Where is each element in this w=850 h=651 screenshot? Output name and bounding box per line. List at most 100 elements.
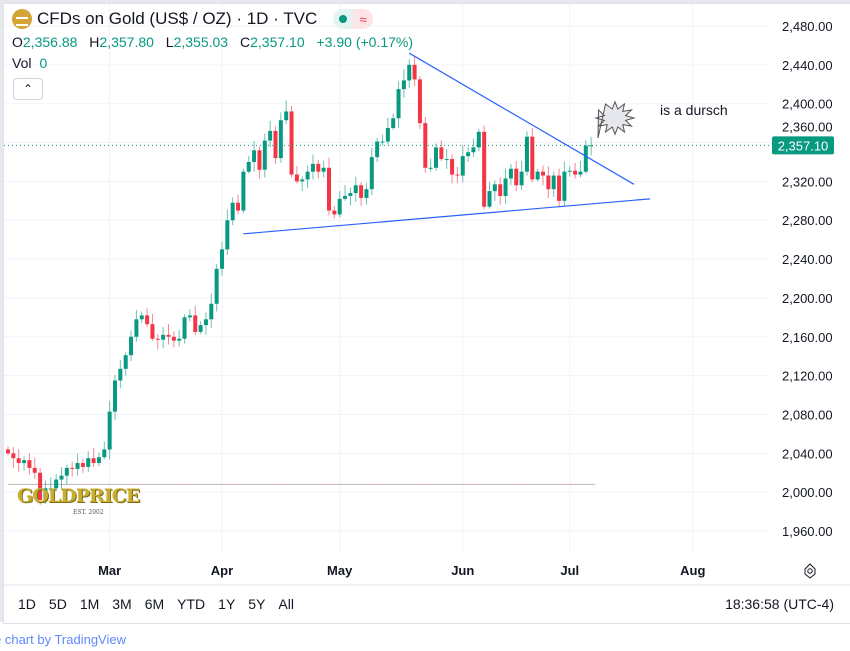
candle-body — [75, 463, 80, 469]
candle-body — [284, 111, 289, 121]
callout-burst-shape[interactable] — [594, 100, 636, 139]
candle-body — [508, 168, 513, 179]
candle-body — [6, 449, 10, 454]
candle-body — [27, 460, 32, 468]
candle-body — [359, 185, 364, 198]
candle-body — [305, 171, 310, 180]
range-6m[interactable]: 6M — [144, 596, 165, 612]
candle-body — [171, 336, 176, 341]
candle-body — [417, 79, 422, 124]
symbol-legend: CFDs on Gold (US$ / OZ) · 1D · TVC ≈ — [12, 9, 374, 29]
time-tick-label: Aug — [680, 563, 705, 578]
candle-body — [16, 458, 21, 464]
symbol-title[interactable]: CFDs on Gold (US$ / OZ) · 1D · TVC — [37, 9, 318, 28]
candle-body — [118, 368, 123, 381]
trendline[interactable] — [408, 52, 635, 185]
annotation-text[interactable]: is a dursch — [660, 102, 728, 118]
watermark-subtext: EST. 2002 — [73, 509, 104, 516]
candle-body — [321, 167, 326, 172]
range-1y[interactable]: 1Y — [218, 596, 236, 612]
candle-body — [139, 315, 144, 320]
candle-body — [182, 317, 187, 339]
close-value: 2,357.10 — [250, 34, 305, 50]
candle-body — [391, 118, 396, 128]
range-5d[interactable]: 5D — [48, 596, 67, 612]
candle-body — [316, 163, 321, 172]
change-value: +3.90 (+0.17%) — [316, 34, 414, 50]
trendline[interactable] — [243, 198, 651, 235]
candle-body — [225, 220, 230, 250]
candle-body — [166, 334, 171, 337]
candle-body — [567, 170, 572, 172]
collapse-legend-button[interactable]: ⌃ — [13, 78, 43, 100]
range-1d[interactable]: 1D — [18, 596, 36, 612]
candle-body — [514, 168, 519, 186]
candle-body — [214, 268, 219, 304]
range-3m[interactable]: 3M — [112, 596, 132, 612]
candle-body — [273, 130, 278, 159]
price-tick-label: 2,480.00 — [782, 19, 833, 34]
time-tick-label: Jun — [451, 563, 474, 578]
candle-body — [203, 319, 208, 326]
candle-body — [546, 175, 551, 190]
price-tick-label: 2,200.00 — [782, 291, 833, 306]
candle-body — [375, 141, 380, 158]
time-tick-label: Apr — [211, 563, 233, 578]
candle-body — [327, 167, 331, 211]
candle-body — [252, 150, 257, 162]
market-status[interactable]: ≈ — [333, 9, 374, 29]
candle-body — [428, 167, 433, 169]
candle-body — [551, 175, 556, 190]
candle-body — [145, 315, 150, 325]
candle-body — [113, 380, 117, 412]
gear-icon-center — [807, 568, 813, 574]
price-tick-label: 2,120.00 — [782, 369, 833, 384]
ohlc-values: O2,356.88 H2,357.80 L2,355.03 C2,357.10 … — [12, 34, 414, 50]
candle-body — [161, 334, 166, 340]
candle-body — [262, 140, 267, 170]
candle-body — [123, 355, 128, 369]
candlestick-chart[interactable]: 2,480.00 2,440.00 2,400.00 2,360.00 2,320.00… — [0, 0, 850, 625]
candle-body — [187, 315, 192, 318]
candle-body — [498, 184, 503, 196]
price-tick-label: 2,040.00 — [782, 446, 833, 461]
candle-body — [482, 131, 487, 207]
price-tick-label: 1,960.00 — [782, 524, 833, 539]
candle-body — [444, 159, 449, 161]
candle-body — [102, 449, 107, 458]
candle-body — [519, 171, 524, 186]
candle-body — [80, 463, 85, 467]
candle-body — [348, 193, 353, 196]
chevron-up-icon: ⌃ — [22, 82, 34, 96]
candle-body — [129, 336, 134, 356]
time-tick-label: May — [327, 563, 353, 578]
range-all[interactable]: All — [278, 596, 294, 612]
candle-body — [524, 136, 529, 172]
time-tick-label: Jul — [560, 563, 579, 578]
price-tick-label: 2,000.00 — [782, 485, 833, 500]
candle-body — [353, 185, 358, 194]
candle-body — [471, 147, 476, 153]
candle-body — [209, 303, 214, 320]
candle-body — [541, 171, 545, 176]
candle-body — [562, 171, 567, 201]
tradingview-credit-link[interactable]: e chart by TradingView — [0, 632, 126, 647]
candle-body — [198, 325, 203, 332]
range-5y[interactable]: 5Y — [248, 596, 266, 612]
range-ytd[interactable]: YTD — [177, 596, 206, 612]
price-tick-label: 2,400.00 — [782, 97, 833, 112]
timezone-clock[interactable]: 18:36:58 (UTC-4) — [725, 596, 834, 612]
price-tick-label: 2,440.00 — [782, 58, 833, 73]
candle-body — [155, 338, 160, 340]
high-value: 2,357.80 — [99, 34, 154, 50]
volume-legend: Vol 0 — [12, 55, 48, 71]
candle-body — [289, 111, 294, 175]
gear-icon[interactable] — [804, 563, 816, 579]
candle-body — [64, 467, 69, 476]
price-tick-label: 2,280.00 — [782, 213, 833, 228]
chart-frame — [3, 3, 850, 624]
range-1m[interactable]: 1M — [79, 596, 100, 612]
candle-body — [257, 150, 262, 170]
candle-body — [43, 488, 48, 500]
candle-body — [107, 411, 112, 450]
